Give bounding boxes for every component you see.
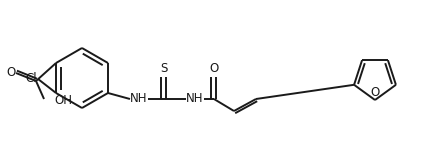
Text: O: O — [209, 62, 219, 76]
Text: O: O — [6, 67, 15, 79]
Text: Cl: Cl — [25, 73, 37, 86]
Text: OH: OH — [54, 95, 72, 108]
Text: S: S — [160, 62, 168, 76]
Text: O: O — [370, 86, 380, 98]
Text: NH: NH — [130, 92, 148, 106]
Text: NH: NH — [186, 92, 204, 106]
